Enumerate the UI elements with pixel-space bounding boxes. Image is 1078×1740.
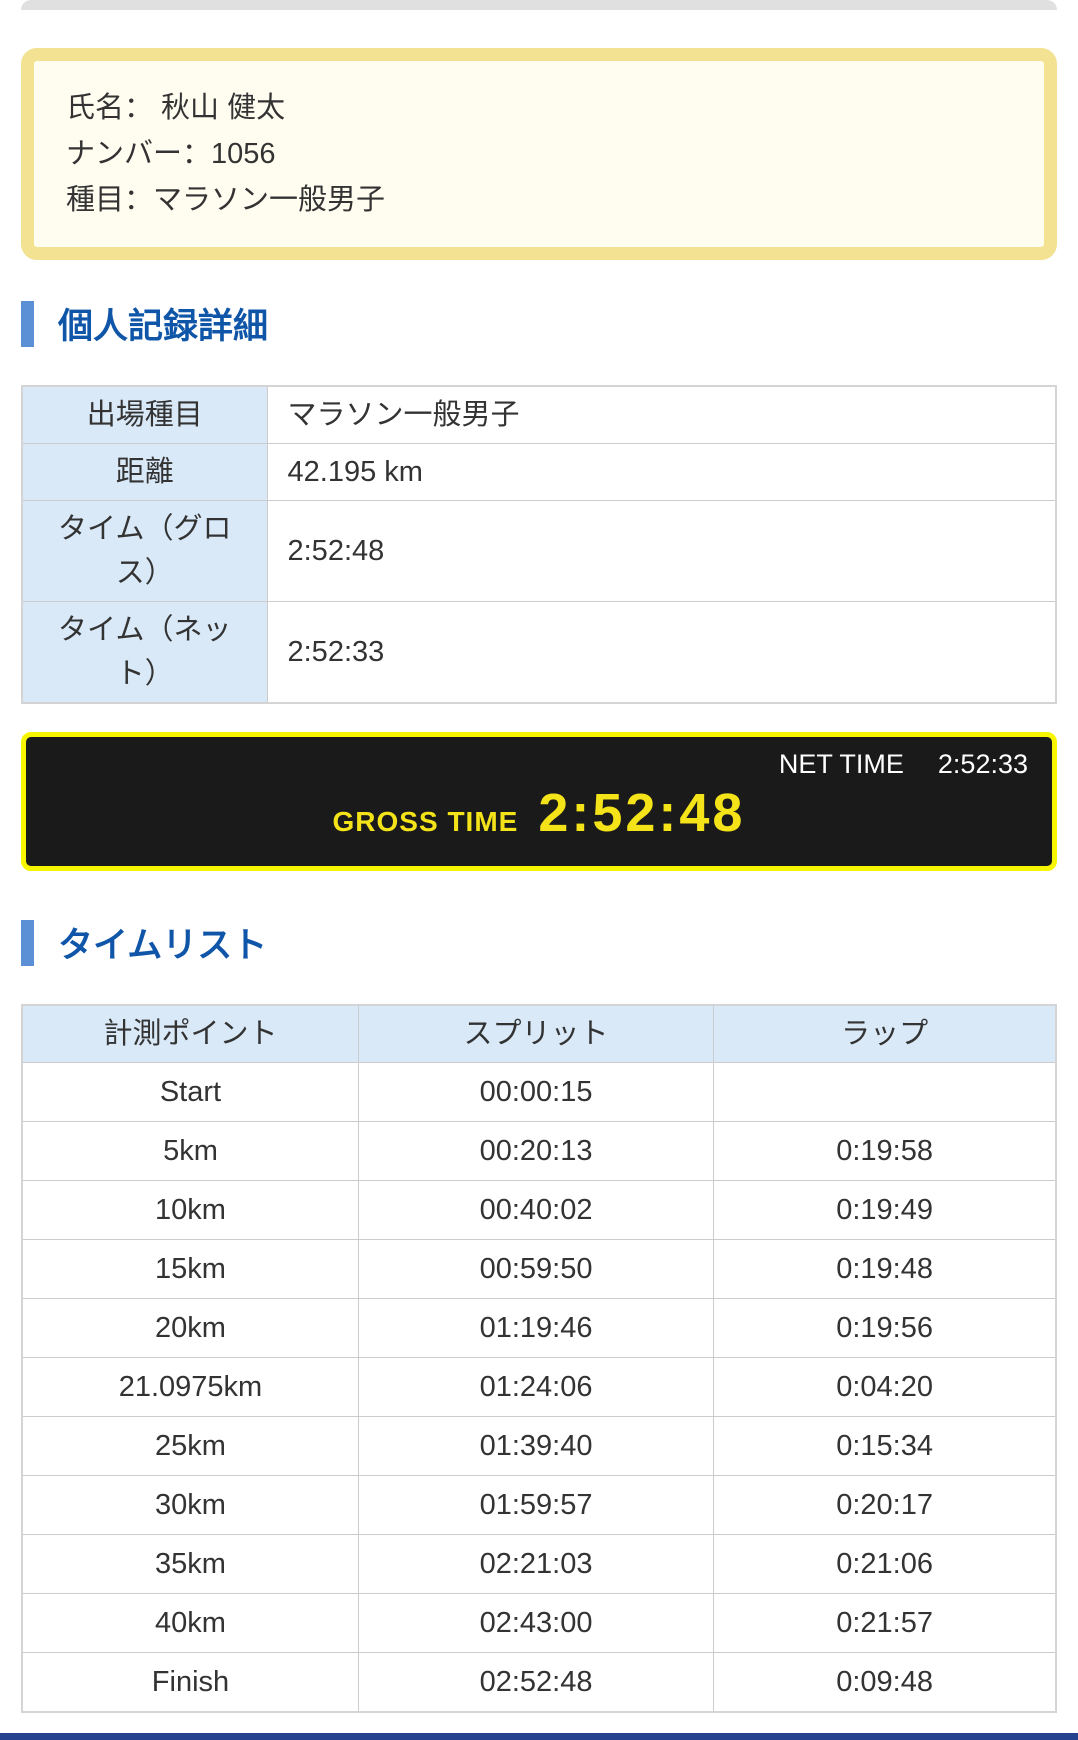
- time-row-lap: 0:21:57: [713, 1593, 1057, 1653]
- runner-name-line: 氏名： 秋山 健太: [66, 92, 286, 124]
- time-row-checkpoint: 25km: [21, 1416, 359, 1476]
- time-row-lap: [713, 1062, 1057, 1122]
- time-row-checkpoint: Finish: [21, 1652, 359, 1713]
- section-header-time-list: タイムリスト: [21, 917, 1057, 968]
- time-banner: NET TIME 2:52:33 GROSS TIME 2:52:48: [21, 732, 1057, 871]
- runner-event-line: 種目：マラソン一般男子: [66, 184, 386, 216]
- time-row-lap: 0:19:58: [713, 1121, 1057, 1181]
- table-row: 15km 00:59:50 0:19:48: [21, 1239, 1057, 1299]
- record-table-body: 出場種目 マラソン一般男子 距離 42.195 km タイム（グロス） 2:52…: [21, 385, 1057, 704]
- record-row-value: 42.195 km: [266, 443, 1057, 501]
- time-row-split: 01:59:57: [357, 1475, 715, 1535]
- table-row: タイム（グロス） 2:52:48: [21, 500, 1057, 602]
- time-row-lap: 0:21:06: [713, 1534, 1057, 1594]
- net-time-row: NET TIME 2:52:33: [50, 749, 1028, 780]
- column-header-split: スプリット: [357, 1004, 715, 1063]
- time-row-checkpoint: 40km: [21, 1593, 359, 1653]
- table-row: 10km 00:40:02 0:19:49: [21, 1180, 1057, 1240]
- page-bottom-bar: [0, 1733, 1078, 1740]
- gross-time-value: 2:52:48: [538, 783, 746, 843]
- time-row-checkpoint: 21.0975km: [21, 1357, 359, 1417]
- time-row-lap: 0:04:20: [713, 1357, 1057, 1417]
- time-row-split: 02:52:48: [357, 1652, 715, 1713]
- gross-time-row: GROSS TIME 2:52:48: [50, 782, 1028, 844]
- record-row-label: タイム（ネット）: [21, 601, 268, 704]
- gross-time-label: GROSS TIME: [332, 806, 519, 837]
- table-row: 35km 02:21:03 0:21:06: [21, 1534, 1057, 1594]
- section-accent-bar: [21, 919, 34, 966]
- time-row-checkpoint: 15km: [21, 1239, 359, 1299]
- table-row: 5km 00:20:13 0:19:58: [21, 1121, 1057, 1181]
- time-row-split: 00:00:15: [357, 1062, 715, 1122]
- record-detail-table: 出場種目 マラソン一般男子 距離 42.195 km タイム（グロス） 2:52…: [21, 385, 1057, 704]
- time-row-split: 01:24:06: [357, 1357, 715, 1417]
- column-header-checkpoint: 計測ポイント: [21, 1004, 359, 1063]
- page-top-bar: [21, 0, 1057, 10]
- section-accent-bar: [21, 300, 34, 347]
- table-row: タイム（ネット） 2:52:33: [21, 601, 1057, 704]
- record-row-label: 出場種目: [21, 385, 268, 444]
- net-time-label: NET TIME: [778, 749, 904, 779]
- record-row-value: マラソン一般男子: [266, 385, 1057, 444]
- time-row-lap: 0:19:48: [713, 1239, 1057, 1299]
- record-row-label: 距離: [21, 443, 268, 501]
- time-row-split: 00:20:13: [357, 1121, 715, 1181]
- table-row: Finish 02:52:48 0:09:48: [21, 1652, 1057, 1713]
- table-row: 21.0975km 01:24:06 0:04:20: [21, 1357, 1057, 1417]
- record-row-value: 2:52:33: [266, 601, 1057, 704]
- time-row-checkpoint: 5km: [21, 1121, 359, 1181]
- time-row-checkpoint: 20km: [21, 1298, 359, 1358]
- column-header-lap: ラップ: [713, 1004, 1057, 1063]
- time-row-checkpoint: 35km: [21, 1534, 359, 1594]
- time-row-split: 01:19:46: [357, 1298, 715, 1358]
- time-row-split: 00:40:02: [357, 1180, 715, 1240]
- time-table-header-row: 計測ポイント スプリット ラップ: [21, 1004, 1057, 1063]
- time-row-lap: 0:20:17: [713, 1475, 1057, 1535]
- time-row-split: 02:21:03: [357, 1534, 715, 1594]
- time-row-lap: 0:09:48: [713, 1652, 1057, 1713]
- time-list-table: 計測ポイント スプリット ラップ Start 00:00:15 5km 00:2…: [21, 1004, 1057, 1713]
- net-time-value: 2:52:33: [937, 749, 1028, 779]
- time-row-split: 00:59:50: [357, 1239, 715, 1299]
- section-title-time-list: タイムリスト: [58, 926, 268, 965]
- runner-number-line: ナンバー：1056: [66, 138, 276, 170]
- table-row: 25km 01:39:40 0:15:34: [21, 1416, 1057, 1476]
- record-row-value: 2:52:48: [266, 500, 1057, 602]
- table-row: 距離 42.195 km: [21, 443, 1057, 501]
- table-row: 30km 01:59:57 0:20:17: [21, 1475, 1057, 1535]
- time-row-checkpoint: 10km: [21, 1180, 359, 1240]
- table-row: 20km 01:19:46 0:19:56: [21, 1298, 1057, 1358]
- table-row: 40km 02:43:00 0:21:57: [21, 1593, 1057, 1653]
- time-row-split: 02:43:00: [357, 1593, 715, 1653]
- time-row-lap: 0:19:56: [713, 1298, 1057, 1358]
- runner-info-card: 氏名： 秋山 健太 ナンバー：1056 種目：マラソン一般男子: [21, 48, 1057, 260]
- record-row-label: タイム（グロス）: [21, 500, 268, 602]
- section-title-record-detail: 個人記録詳細: [58, 307, 269, 346]
- time-row-lap: 0:15:34: [713, 1416, 1057, 1476]
- time-table-body: Start 00:00:15 5km 00:20:13 0:19:58 10km…: [21, 1062, 1057, 1713]
- table-row: Start 00:00:15: [21, 1062, 1057, 1122]
- section-header-record-detail: 個人記録詳細: [21, 298, 1057, 349]
- time-row-checkpoint: Start: [21, 1062, 359, 1122]
- table-row: 出場種目 マラソン一般男子: [21, 385, 1057, 444]
- time-row-lap: 0:19:49: [713, 1180, 1057, 1240]
- time-row-checkpoint: 30km: [21, 1475, 359, 1535]
- time-row-split: 01:39:40: [357, 1416, 715, 1476]
